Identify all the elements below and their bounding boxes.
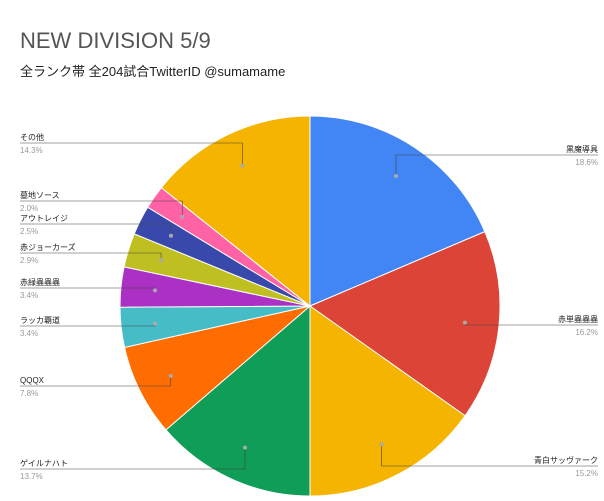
- slice-value-label: 18.6%: [575, 158, 598, 167]
- slice-label: 青白サッヴァーク: [534, 455, 598, 465]
- chart-subtitle: 全ランク帯 全204試合TwitterID @sumamame: [20, 64, 285, 79]
- pie-slice: [308, 230, 501, 417]
- slice-label: 赤ジョーカーズ: [20, 242, 76, 252]
- leader-dot: [180, 214, 185, 219]
- slice-label: 赤緑蟲蟲蟲: [20, 277, 60, 287]
- leader-line: [20, 447, 246, 470]
- slice-value-label: 2.0%: [20, 204, 38, 213]
- slice-value-label: 2.9%: [20, 256, 38, 265]
- leader-line: [395, 154, 598, 177]
- pie-slice: [160, 115, 311, 308]
- slice-value-label: 14.3%: [20, 146, 43, 155]
- slice-value-label: 16.2%: [575, 328, 598, 337]
- slice-label: ラッカ覇道: [20, 315, 60, 325]
- leader-dot: [168, 373, 173, 378]
- leader-dot: [153, 321, 158, 326]
- slice-value-label: 7.8%: [20, 389, 38, 398]
- slice-label: ゲイルナハト: [20, 458, 68, 468]
- pie-slice: [165, 304, 311, 497]
- pie-slice: [309, 115, 486, 307]
- pie-slice: [309, 305, 466, 497]
- leader-dot: [242, 445, 247, 450]
- slice-value-label: 3.4%: [20, 291, 38, 300]
- slice-label: その他: [20, 132, 44, 142]
- slice-label: 墓地ソース: [20, 190, 60, 200]
- pie-slice: [123, 305, 311, 431]
- slice-label: 黒魔導具: [566, 144, 598, 154]
- slice-label: 赤単蟲蟲蟲: [558, 314, 598, 324]
- leader-line: [20, 223, 172, 236]
- slice-value-label: 13.7%: [20, 472, 43, 481]
- slice-label: QQQX: [20, 376, 45, 385]
- leader-dot: [159, 258, 164, 263]
- leader-dot: [152, 288, 157, 293]
- leader-dot: [379, 442, 384, 447]
- leader-line: [20, 375, 172, 387]
- leader-dot: [462, 320, 467, 325]
- leader-line: [381, 444, 598, 467]
- slice-value-label: 15.2%: [575, 469, 598, 478]
- leader-line: [20, 200, 183, 217]
- leader-line: [20, 142, 243, 166]
- leader-dot: [240, 163, 245, 168]
- slice-value-label: 3.4%: [20, 329, 38, 338]
- slice-value-label: 2.5%: [20, 227, 38, 236]
- leader-line: [20, 252, 162, 261]
- slice-label: アウトレイジ: [20, 214, 68, 223]
- leader-dot: [393, 174, 398, 179]
- chart-title: NEW DIVISION 5/9: [20, 28, 211, 53]
- leader-dot: [168, 233, 173, 238]
